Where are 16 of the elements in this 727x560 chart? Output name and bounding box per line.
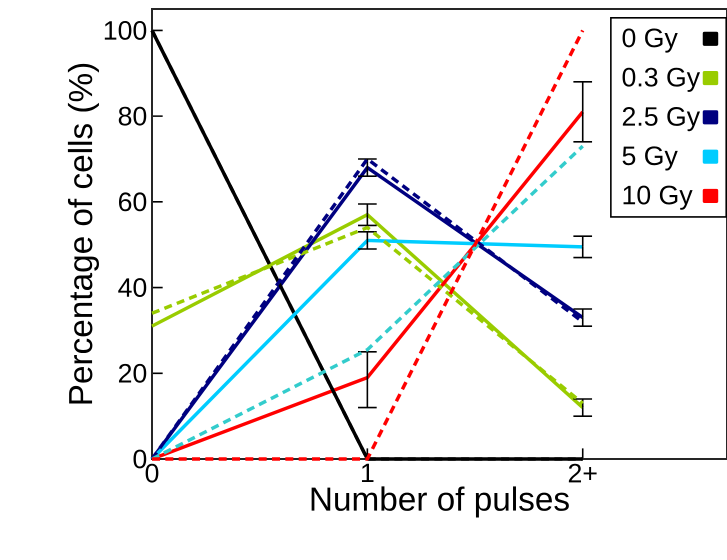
y-tick-label: 80: [118, 106, 146, 126]
y-tick-label: 20: [118, 364, 146, 383]
y-axis-title: Percentage of cells (%): [68, 64, 99, 404]
legend-label: 2.5 Gy: [622, 107, 700, 132]
legend-label: 10 Gy: [624, 186, 693, 210]
x-tick-label: 0: [146, 464, 158, 483]
y-tick-label: 40: [118, 278, 146, 297]
x-tick-label: 1: [362, 464, 374, 482]
y-tick-label: 100: [104, 20, 146, 40]
legend-label: 0 Gy: [622, 28, 678, 53]
y-tick-label: 60: [118, 192, 146, 212]
x-axis-title: Number of pulses: [312, 486, 569, 518]
y-tick-label: 0: [134, 450, 146, 468]
legend-label: 5 Gy: [622, 146, 678, 170]
x-tick-label: 2+: [568, 464, 597, 482]
legend-label: 0.3 Gy: [622, 68, 700, 92]
